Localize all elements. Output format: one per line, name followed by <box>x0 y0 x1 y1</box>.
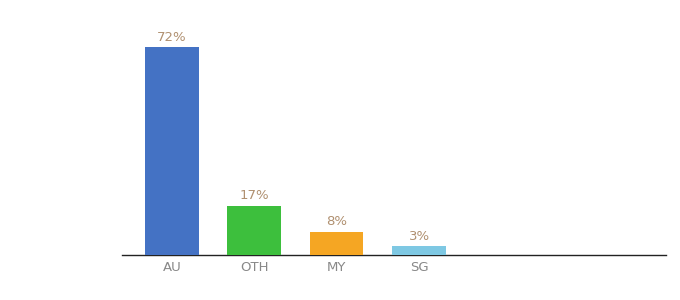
Text: 17%: 17% <box>239 189 269 203</box>
Bar <box>145 47 199 255</box>
Bar <box>392 246 446 255</box>
Text: 3%: 3% <box>409 230 430 243</box>
Text: 8%: 8% <box>326 215 347 228</box>
Text: 72%: 72% <box>157 31 187 44</box>
Bar <box>310 232 364 255</box>
Bar <box>228 206 281 255</box>
